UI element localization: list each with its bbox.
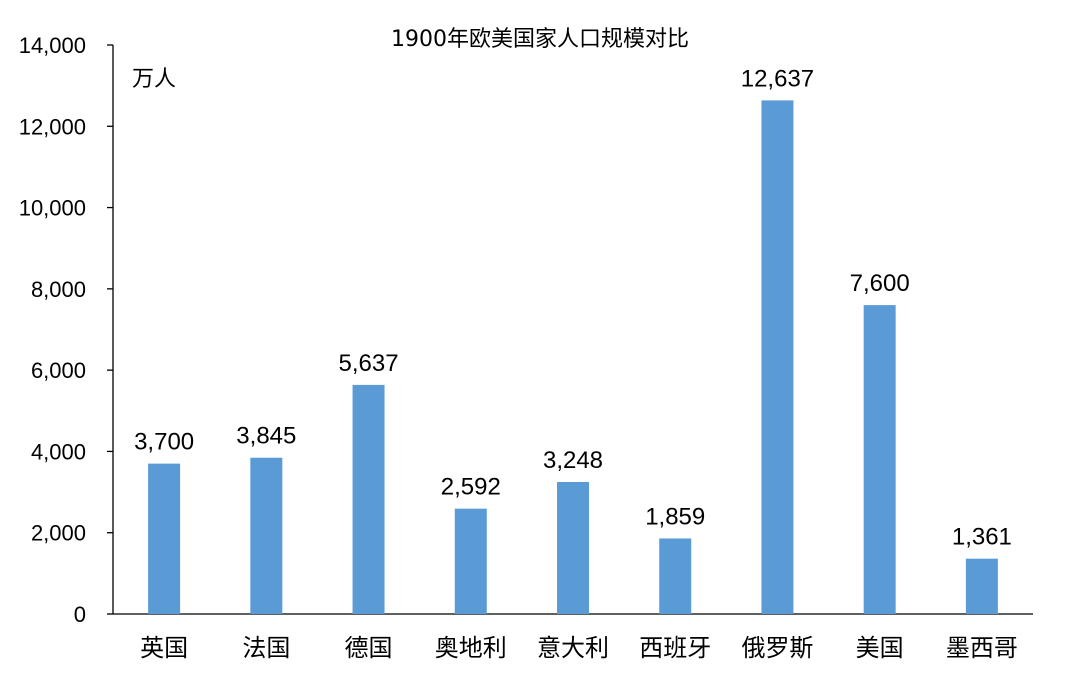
y-tick-label: 2,000 (31, 521, 86, 546)
data-label: 3,248 (543, 447, 603, 474)
bar (148, 463, 181, 614)
y-tick-label: 8,000 (31, 277, 86, 302)
chart-title: 1900年欧美国家人口规模对比 (391, 27, 689, 52)
x-tick-label: 俄罗斯 (741, 634, 813, 662)
data-label: 3,845 (236, 423, 296, 450)
x-tick-label: 意大利 (537, 634, 609, 662)
x-tick-label: 美国 (856, 634, 904, 662)
y-tick-label: 14,000 (19, 33, 86, 58)
data-label: 1,859 (645, 503, 705, 530)
y-tick-label: 0 (74, 602, 86, 627)
data-label: 7,600 (850, 270, 910, 297)
x-tick-label: 西班牙 (639, 634, 711, 662)
y-tick-label: 12,000 (19, 114, 86, 139)
bar (863, 305, 896, 614)
y-tick-label: 4,000 (31, 439, 86, 464)
x-tick-label: 奥地利 (435, 634, 507, 662)
unit-label: 万人 (132, 67, 176, 92)
bar (352, 384, 385, 614)
data-label: 2,592 (441, 474, 501, 501)
x-tick-label: 德国 (345, 634, 393, 662)
bars (148, 100, 998, 614)
bar (761, 100, 794, 614)
bar (965, 558, 998, 614)
data-label: 5,637 (339, 350, 399, 377)
x-axis: 英国 法国 德国 奥地利 意大利 西班牙 俄罗斯 美国 墨西哥 (113, 613, 1033, 662)
data-labels: 3,700 3,845 5,637 2,592 3,248 1,859 12,637 7,60… (134, 65, 1012, 550)
bar (250, 457, 283, 614)
y-tick-label: 6,000 (31, 358, 86, 383)
x-tick-label: 法国 (242, 634, 290, 662)
data-label: 1,361 (952, 524, 1012, 551)
x-tick-label: 墨西哥 (946, 634, 1018, 662)
bar (659, 538, 692, 614)
data-label: 3,700 (134, 429, 194, 456)
x-tick-label: 英国 (140, 634, 188, 662)
bar (557, 481, 589, 614)
y-axis: 0 2,000 4,000 6,000 8,000 10,000 12,000 14,000 (19, 33, 114, 627)
data-label: 12,637 (741, 65, 814, 92)
y-tick-label: 10,000 (19, 196, 86, 221)
bar (454, 508, 487, 614)
